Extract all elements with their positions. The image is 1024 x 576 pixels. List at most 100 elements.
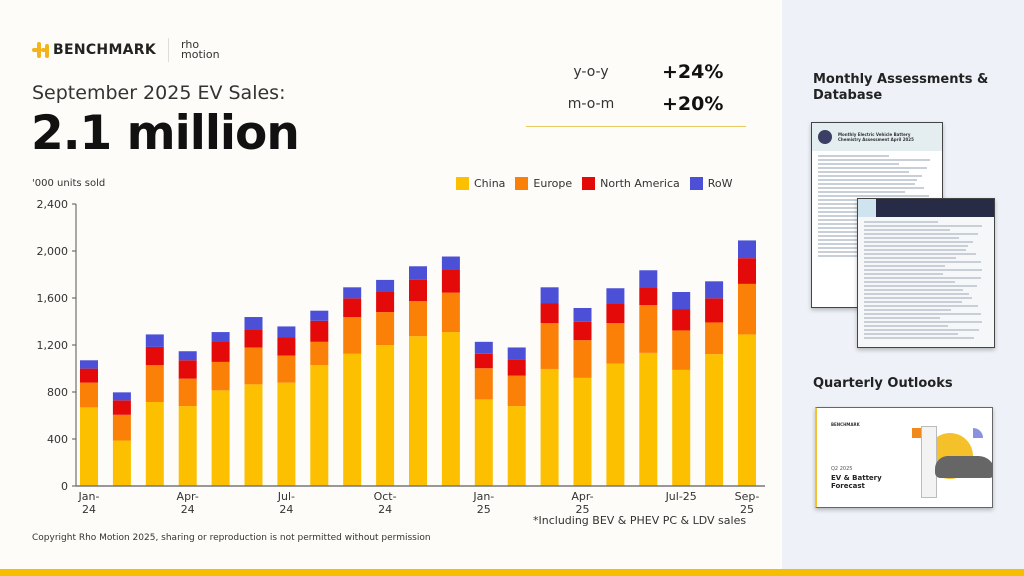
doc-title: EV & Battery Forecast (831, 474, 882, 490)
stat-value: +24% (662, 61, 724, 83)
stat-value: +20% (662, 93, 724, 115)
quarterly-outlook-thumbnail[interactable]: BENCHMARK Q2 2025 EV & Battery Forecast (815, 407, 993, 508)
bar-segment-row (507, 347, 526, 360)
y-tick-label: 1,200 (37, 339, 69, 352)
bar-segment-row (474, 341, 493, 354)
bar-segment-china (409, 336, 427, 486)
bar-segment-north-america (145, 346, 164, 366)
legend-swatch (515, 177, 529, 190)
bar-segment-row (409, 266, 427, 280)
bar-segment-china (705, 354, 724, 486)
bar-segment-north-america (507, 359, 526, 376)
x-tick-label: 24 (181, 503, 195, 516)
bar-segment-europe (80, 382, 98, 408)
legend-label: China (474, 177, 506, 190)
bar-segment-north-america (738, 258, 756, 284)
x-tick-label: Sep- (735, 490, 760, 503)
bar-segment-row (376, 279, 395, 293)
bar-segment-europe (705, 322, 724, 355)
bar-segment-europe (474, 368, 493, 400)
bar-segment-china (672, 369, 691, 486)
bar-segment-china (80, 407, 98, 486)
partner-logo: rho motion (181, 38, 220, 61)
bar-segment-row (573, 307, 592, 322)
bar-segment-north-america (277, 337, 296, 356)
bar-segment-row (540, 287, 559, 304)
bar-segment-europe (738, 283, 756, 335)
x-tick-label: Jan- (78, 490, 100, 503)
chart-legend: China Europe North America RoW (456, 177, 733, 190)
bar-segment-europe (211, 361, 230, 391)
bar-segment-europe (376, 312, 395, 346)
bar-segment-north-america (474, 353, 493, 369)
stat-mom: m-o-m +20% (526, 88, 746, 120)
x-tick-label: Jan- (472, 490, 494, 503)
bar-segment-row (639, 270, 658, 289)
x-tick-label: 24 (279, 503, 293, 516)
bar-segment-north-america (705, 298, 724, 323)
bar-segment-europe (343, 317, 362, 354)
bar-segment-north-america (310, 320, 329, 342)
growth-stats: y-o-y +24% m-o-m +20% (526, 56, 746, 127)
bar-segment-row (211, 332, 230, 342)
bar-segment-china (244, 384, 263, 486)
bar-segment-europe (672, 330, 691, 370)
y-axis-label: '000 units sold (32, 178, 106, 189)
x-tick-label: Jul-25 (665, 490, 697, 503)
x-tick-label: Apr- (177, 490, 199, 503)
bar-segment-china (112, 440, 131, 486)
x-tick-label: Oct- (374, 490, 397, 503)
legend-item: RoW (689, 177, 733, 190)
bar-segment-north-america (211, 341, 230, 362)
bar-segment-china (540, 368, 559, 486)
legend-label: RoW (707, 177, 733, 190)
copyright: Copyright Rho Motion 2025, sharing or re… (32, 533, 431, 543)
x-tick-label: 24 (82, 503, 96, 516)
benchmark-logo-icon (32, 42, 50, 58)
y-tick-label: 800 (47, 386, 68, 399)
logo-divider (168, 38, 170, 62)
bar-segment-china (277, 382, 296, 486)
bar-segment-europe (606, 323, 625, 364)
bar-segment-north-america (540, 303, 559, 324)
bar-segment-north-america (639, 288, 658, 306)
bar-segment-north-america (343, 298, 362, 318)
brand-name: BENCHMARK (53, 42, 157, 58)
bar-segment-europe (409, 301, 427, 337)
bar-segment-row (672, 292, 691, 310)
bar-segment-china (343, 353, 362, 486)
y-tick-label: 1,600 (37, 292, 69, 305)
doc-brand: BENCHMARK (831, 422, 860, 427)
bar-segment-row (145, 334, 164, 347)
bar-segment-north-america (376, 292, 395, 313)
footer-accent-bar (0, 569, 1024, 576)
y-tick-label: 0 (61, 480, 68, 493)
logo: BENCHMARK rho motion (32, 38, 229, 62)
bar-segment-china (639, 352, 658, 486)
rho-logo-icon (818, 130, 832, 144)
bar-segment-row (441, 256, 460, 270)
y-tick-label: 400 (47, 433, 68, 446)
bar-segment-china (211, 390, 230, 486)
bar-segment-row (310, 310, 329, 321)
bar-segment-row (80, 360, 98, 369)
bar-segment-europe (112, 414, 131, 441)
monthly-section-title: Monthly Assessments & Database (813, 72, 989, 103)
bar-segment-row (244, 317, 263, 330)
bar-segment-row (178, 351, 197, 361)
bar-segment-row (112, 392, 131, 401)
legend-label: North America (600, 177, 680, 190)
doc-period: Q2 2025 (831, 466, 853, 472)
bar-segment-north-america (80, 368, 98, 383)
database-thumbnail[interactable] (857, 198, 995, 348)
bar-segment-china (606, 363, 625, 486)
bar-segment-china (738, 334, 756, 486)
bar-segment-china (178, 406, 197, 486)
x-tick-label: Jul- (277, 490, 295, 503)
bar-segment-china (441, 332, 460, 486)
bar-segment-north-america (244, 329, 263, 348)
headline-value: 2.1 million (31, 106, 300, 161)
bar-segment-china (507, 406, 526, 486)
legend-swatch (689, 177, 703, 190)
bar-segment-row (277, 326, 296, 338)
